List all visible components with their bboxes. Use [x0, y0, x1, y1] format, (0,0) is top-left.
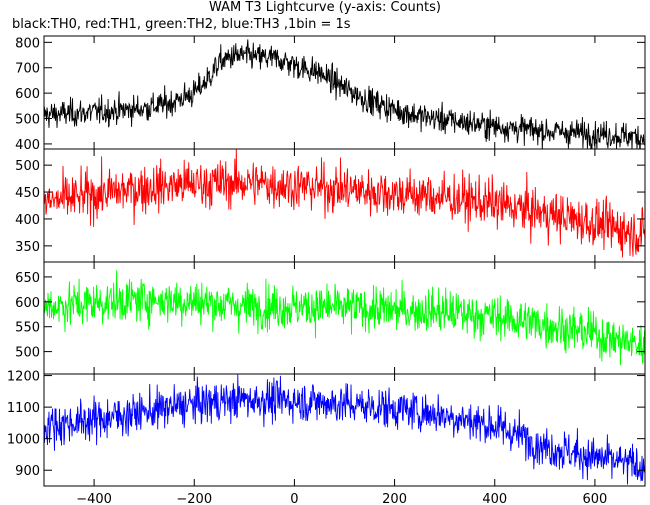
x-tick-label-0: 0: [290, 492, 298, 505]
y-tick-label-th0-400: 400: [15, 138, 40, 153]
y-tick-label-th3-1100: 1100: [7, 401, 40, 416]
y-tick-label-th2-500: 500: [15, 346, 40, 361]
chart-subtitle: black:TH0, red:TH1, green:TH2, blue:TH3 …: [12, 17, 351, 32]
y-tick-label-th3-900: 900: [15, 464, 40, 479]
y-tick-label-th1-500: 500: [15, 159, 40, 174]
panel-frame-th2: [43, 261, 646, 375]
chart-title: WAM T3 Lightcurve (y-axis: Counts): [209, 0, 441, 15]
y-tick-label-th3-1000: 1000: [7, 433, 40, 448]
y-tick-label-th0-700: 700: [15, 62, 40, 77]
x-tick-label-600: 600: [583, 492, 608, 505]
y-tick-label-th2-550: 550: [15, 321, 40, 336]
y-tick-label-th2-650: 650: [15, 271, 40, 286]
x-tick-label--400: −400: [76, 492, 112, 505]
y-tick-label-th0-600: 600: [15, 87, 40, 102]
panel-frame-th3: [43, 373, 646, 487]
series-th0: [44, 39, 645, 149]
y-tick-label-th2-600: 600: [15, 296, 40, 311]
y-tick-label-th3-1200: 1200: [7, 370, 40, 385]
y-tick-label-th0-500: 500: [15, 113, 40, 128]
series-th1: [44, 149, 645, 258]
series-th2: [44, 270, 645, 366]
y-tick-label-th1-350: 350: [15, 240, 40, 255]
x-tick-label--200: −200: [176, 492, 212, 505]
series-th3: [44, 374, 645, 485]
y-tick-label-th1-450: 450: [15, 186, 40, 201]
y-tick-label-th1-400: 400: [15, 213, 40, 228]
y-tick-label-th0-800: 800: [15, 36, 40, 51]
x-tick-label-200: 200: [382, 492, 407, 505]
x-tick-label-400: 400: [482, 492, 507, 505]
